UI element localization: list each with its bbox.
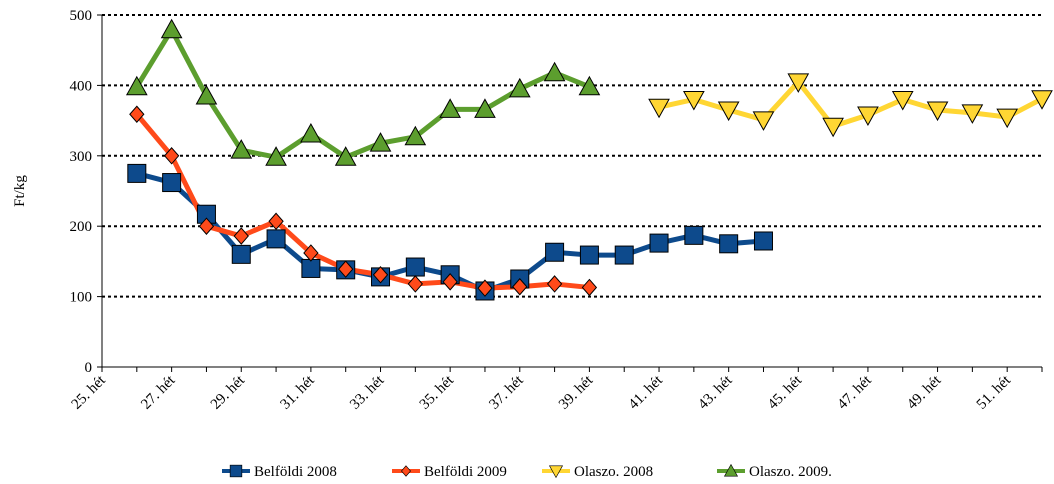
point	[926, 101, 949, 122]
point	[857, 106, 879, 126]
point	[266, 229, 286, 249]
point	[474, 98, 496, 118]
x-tick-label: 47. hét	[835, 372, 876, 413]
y-axis-label: Ft/kg	[12, 175, 28, 207]
y-tick-label: 0	[85, 360, 93, 376]
legend-label: Olaszo. 2009.	[749, 464, 832, 480]
point	[407, 275, 423, 293]
point	[303, 244, 319, 262]
point	[127, 163, 147, 183]
point	[581, 278, 598, 297]
point	[233, 227, 249, 245]
x-tick-label: 29. hét	[208, 372, 249, 413]
legend-marker	[548, 465, 564, 479]
point	[442, 273, 458, 291]
series-line	[658, 79, 1044, 129]
legend-label: Belföldi 2008	[254, 464, 337, 480]
point	[684, 225, 704, 245]
point	[996, 108, 1019, 129]
point	[125, 75, 148, 96]
x-tick-label: 35. hét	[417, 372, 458, 413]
point	[961, 104, 984, 124]
y-tick-label: 300	[70, 149, 93, 165]
point	[439, 98, 461, 118]
point	[648, 98, 670, 119]
point	[477, 279, 493, 297]
point	[508, 77, 531, 98]
point	[162, 173, 182, 193]
x-tick-label: 45. hét	[765, 372, 806, 413]
point	[546, 275, 563, 293]
x-tick-label: 51. hét	[974, 372, 1015, 413]
series-line	[134, 112, 590, 291]
x-tick-label: 43. hét	[695, 372, 736, 413]
point	[787, 73, 810, 93]
point	[1031, 90, 1053, 110]
point	[334, 146, 357, 166]
x-tick-label: 37. hét	[486, 372, 527, 413]
point	[265, 146, 287, 166]
point	[231, 244, 251, 264]
point	[753, 231, 773, 251]
x-tick-label: 41. hét	[626, 372, 667, 413]
point	[404, 125, 427, 146]
point	[129, 105, 145, 124]
point	[369, 132, 392, 152]
point	[195, 84, 218, 105]
point	[160, 18, 183, 39]
point	[163, 147, 180, 165]
legend-marker	[723, 463, 739, 477]
y-tick-label: 200	[70, 219, 93, 235]
point	[268, 212, 284, 231]
x-tick-label: 25. hét	[69, 372, 110, 413]
point	[230, 139, 253, 159]
y-tick-label: 100	[70, 290, 93, 306]
point	[198, 217, 215, 235]
x-tick-label: 33. hét	[347, 372, 388, 413]
point	[683, 90, 705, 111]
y-tick-label: 500	[70, 8, 93, 24]
legend-marker	[229, 464, 243, 478]
point	[752, 111, 775, 131]
point	[649, 233, 669, 253]
legend-label: Olaszo. 2008	[574, 464, 653, 480]
point	[579, 245, 599, 265]
point	[405, 257, 425, 277]
point	[614, 245, 634, 265]
legend-marker	[401, 465, 411, 477]
point	[301, 258, 321, 278]
x-tick-label: 39. hét	[556, 372, 597, 413]
point	[891, 90, 914, 111]
point	[717, 101, 740, 122]
x-tick-label: 31. hét	[278, 372, 319, 413]
y-tick-label: 400	[70, 78, 93, 94]
x-tick-label: 27. hét	[138, 372, 179, 413]
x-tick-label: 49. hét	[904, 372, 945, 413]
point	[543, 61, 566, 82]
point	[372, 266, 389, 284]
legend-label: Belföldi 2009	[424, 464, 507, 480]
point	[300, 122, 322, 143]
point	[719, 234, 739, 254]
point	[338, 260, 354, 278]
point	[545, 242, 565, 262]
point	[822, 117, 844, 138]
point	[578, 75, 601, 96]
point	[512, 277, 528, 296]
